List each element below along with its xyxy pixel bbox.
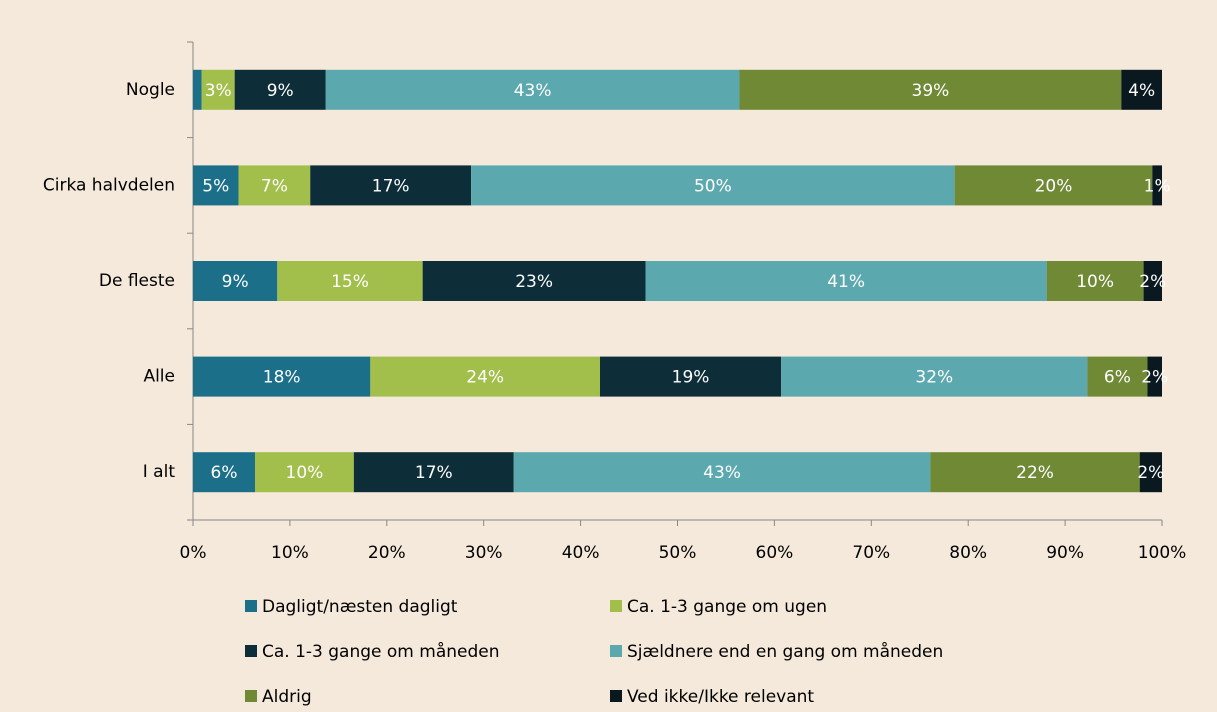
bar-segment bbox=[234, 69, 326, 110]
legend-swatch bbox=[610, 600, 622, 612]
bar-segment bbox=[422, 261, 646, 301]
bar-segment bbox=[1046, 261, 1144, 301]
value-label: 7% bbox=[261, 176, 288, 196]
bar-segment bbox=[193, 356, 371, 397]
bar-segment bbox=[739, 69, 1122, 110]
legend-label: Ca. 1-3 gange om måneden bbox=[262, 641, 500, 662]
value-label: 17% bbox=[372, 176, 410, 196]
bar-segment bbox=[255, 452, 354, 493]
legend-swatch bbox=[610, 690, 622, 702]
value-label: 10% bbox=[1076, 272, 1114, 292]
x-tick-label: 80% bbox=[949, 543, 987, 563]
x-tick-label: 40% bbox=[562, 543, 600, 563]
bar-segment bbox=[277, 261, 423, 301]
bar-segment bbox=[781, 356, 1088, 397]
x-tick-label: 0% bbox=[180, 543, 207, 563]
bar-segment bbox=[954, 165, 1153, 206]
bar-segment bbox=[238, 165, 311, 206]
x-tick-label: 30% bbox=[465, 543, 503, 563]
legend-swatch bbox=[245, 645, 257, 657]
bar-segment bbox=[193, 69, 202, 110]
value-label: 22% bbox=[1016, 463, 1054, 483]
legend-label: Sjældnere end en gang om måneden bbox=[627, 641, 943, 662]
bar-segment bbox=[645, 261, 1047, 301]
value-label: 2% bbox=[1137, 463, 1164, 483]
bar-segment bbox=[1147, 356, 1162, 397]
y-tick-label: Alle bbox=[143, 367, 175, 387]
y-tick-label: De fleste bbox=[99, 271, 175, 291]
value-label: 41% bbox=[827, 272, 865, 292]
value-label: 18% bbox=[263, 368, 301, 388]
bar-segment bbox=[370, 356, 600, 397]
value-label: 19% bbox=[672, 368, 710, 388]
y-tick-label: Cirka halvdelen bbox=[43, 175, 175, 195]
value-label: 6% bbox=[211, 463, 238, 483]
legend-swatch bbox=[610, 645, 622, 657]
value-label: 43% bbox=[514, 81, 552, 101]
x-tick-label: 20% bbox=[368, 543, 406, 563]
value-label: 5% bbox=[202, 176, 229, 196]
value-label: 3% bbox=[205, 81, 232, 101]
value-label: 1% bbox=[1144, 176, 1171, 196]
bar-segment bbox=[1121, 69, 1162, 110]
x-tick-label: 10% bbox=[271, 543, 309, 563]
bar-segment bbox=[1139, 452, 1162, 493]
bar-segment bbox=[310, 165, 472, 206]
value-label: 9% bbox=[222, 272, 249, 292]
y-tick-label: Nogle bbox=[126, 80, 175, 100]
bar-segment bbox=[1143, 261, 1162, 301]
bar-segment bbox=[513, 452, 931, 493]
value-label: 24% bbox=[466, 368, 504, 388]
value-label: 32% bbox=[915, 368, 953, 388]
value-label: 4% bbox=[1128, 81, 1155, 101]
value-label: 2% bbox=[1141, 368, 1168, 388]
legend-label: Aldrig bbox=[262, 687, 312, 707]
value-label: 43% bbox=[703, 463, 741, 483]
bar-segment bbox=[471, 165, 955, 206]
value-label: 23% bbox=[515, 272, 553, 292]
bar-segment bbox=[193, 261, 278, 301]
value-label: 10% bbox=[286, 463, 324, 483]
value-label: 2% bbox=[1139, 272, 1166, 292]
bar-segment bbox=[1087, 356, 1148, 397]
legend-label: Ved ikke/Ikke relevant bbox=[627, 687, 814, 707]
bar-segment bbox=[193, 165, 239, 206]
bar-segment bbox=[353, 452, 514, 493]
value-label: 50% bbox=[694, 176, 732, 196]
x-tick-label: 50% bbox=[659, 543, 697, 563]
bar-segment bbox=[930, 452, 1140, 493]
x-tick-label: 60% bbox=[756, 543, 794, 563]
value-label: 6% bbox=[1104, 368, 1131, 388]
y-tick-label: I alt bbox=[143, 462, 176, 482]
legend-swatch bbox=[245, 600, 257, 612]
legend-label: Dagligt/næsten dagligt bbox=[262, 597, 458, 617]
legend-swatch bbox=[245, 690, 257, 702]
bar-segment bbox=[599, 356, 782, 397]
value-label: 20% bbox=[1035, 176, 1073, 196]
value-label: 17% bbox=[415, 463, 453, 483]
x-tick-label: 90% bbox=[1046, 543, 1084, 563]
x-tick-label: 70% bbox=[852, 543, 890, 563]
bar-segment bbox=[201, 69, 235, 110]
bar-segment bbox=[325, 69, 740, 110]
bar-segment bbox=[1152, 165, 1162, 206]
value-label: 9% bbox=[267, 81, 294, 101]
legend-label: Ca. 1-3 gange om ugen bbox=[627, 597, 827, 617]
x-tick-label: 100% bbox=[1138, 543, 1187, 563]
bar-segment bbox=[193, 452, 256, 493]
value-label: 15% bbox=[331, 272, 369, 292]
value-label: 39% bbox=[912, 81, 950, 101]
